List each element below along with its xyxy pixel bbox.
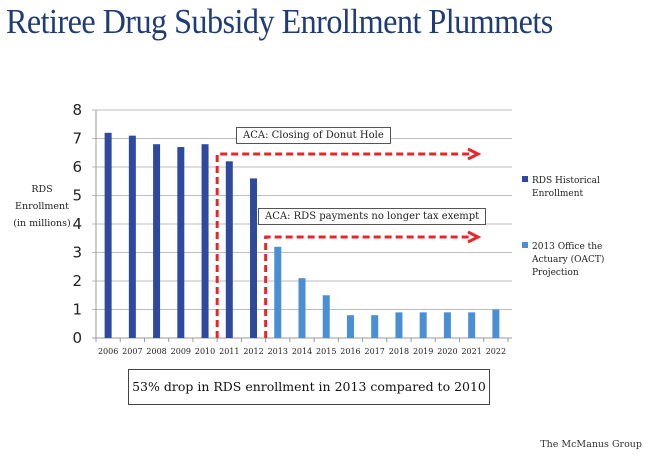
x-tick-label: 2007 xyxy=(122,347,142,356)
arrow-donut-hole-head xyxy=(467,147,482,161)
annotation-donut-hole: ACA: Closing of Donut Hole xyxy=(236,127,391,144)
bar-2014 xyxy=(298,278,306,338)
bar-2013 xyxy=(274,246,282,338)
bar-2022 xyxy=(492,309,500,338)
bar-2010 xyxy=(201,144,209,338)
legend-label-historical: RDS Historical Enrollment xyxy=(532,176,600,199)
x-tick-label: 2013 xyxy=(268,347,288,356)
y-tick-label: 6 xyxy=(72,158,82,176)
bar-2012 xyxy=(250,178,258,338)
y-axis-label: RDS Enrollment (in millions) xyxy=(4,181,80,232)
y-axis-label-line-1: RDS xyxy=(31,184,53,195)
legend-swatch-projection xyxy=(522,242,528,248)
legend-swatch-historical xyxy=(522,176,528,182)
y-tick-label: 0 xyxy=(72,329,82,347)
summary-callout: 53% drop in RDS enrollment in 2013 compa… xyxy=(128,369,490,405)
x-tick-label: 2022 xyxy=(486,347,506,356)
x-tick-label: 2017 xyxy=(365,347,385,356)
bar-2018 xyxy=(395,312,403,338)
annotation-arrows xyxy=(215,147,482,338)
x-tick-label: 2010 xyxy=(195,347,215,356)
legend-projection: 2013 Office the Actuary (OACT) Projectio… xyxy=(522,241,627,280)
bar-2019 xyxy=(419,312,427,338)
annotation-tax-exempt: ACA: RDS payments no longer tax exempt xyxy=(258,208,487,225)
x-tick-label: 2006 xyxy=(98,347,118,356)
bar-2020 xyxy=(443,312,451,338)
y-axis-label-line-3: (in millions) xyxy=(13,218,71,229)
y-axis-ticks: 0 1 2 3 4 5 6 7 8 xyxy=(72,101,82,347)
arrow-donut-hole-line xyxy=(215,152,470,338)
legend-label-projection: 2013 Office the Actuary (OACT) Projectio… xyxy=(532,242,605,278)
y-tick-label: 4 xyxy=(72,215,82,233)
y-tick-label: 5 xyxy=(72,187,82,205)
x-tick-label: 2021 xyxy=(461,347,481,356)
y-tick-label: 1 xyxy=(72,301,82,319)
arrow-tax-exempt-line xyxy=(264,235,470,338)
x-tick-label: 2020 xyxy=(437,347,457,356)
bar-2007 xyxy=(128,135,136,338)
y-tick-label: 8 xyxy=(72,101,82,119)
footer-credit: The McManus Group xyxy=(540,439,642,450)
bar-2021 xyxy=(468,312,476,338)
bar-2015 xyxy=(322,295,330,338)
bar-2011 xyxy=(225,161,233,338)
x-tick-label: 2012 xyxy=(243,347,263,356)
bar-2006 xyxy=(104,132,112,338)
y-axis-label-line-2: Enrollment xyxy=(15,201,69,212)
legend-historical: RDS Historical Enrollment xyxy=(522,175,632,201)
x-tick-label: 2019 xyxy=(413,347,433,356)
page-title: Retiree Drug Subsidy Enrollment Plummets xyxy=(6,2,553,41)
x-axis-ticks: 2006 2007 2008 2009 2010 2011 2012 2013 2014 2015… xyxy=(98,347,506,356)
x-tick-label: 2014 xyxy=(292,347,312,356)
bars xyxy=(104,132,500,338)
x-tick-label: 2018 xyxy=(389,347,409,356)
x-tick-label: 2008 xyxy=(146,347,166,356)
x-tick-label: 2011 xyxy=(219,347,239,356)
y-tick-label: 3 xyxy=(72,244,82,262)
arrow-tax-exempt-head xyxy=(467,230,482,244)
bar-2017 xyxy=(371,315,379,338)
bar-2009 xyxy=(177,147,185,338)
y-tick-label: 7 xyxy=(72,130,82,148)
bar-2016 xyxy=(346,315,354,338)
y-tick-label: 2 xyxy=(72,272,82,290)
bar-2008 xyxy=(153,144,161,338)
x-tick-label: 2009 xyxy=(171,347,191,356)
x-tick-label: 2016 xyxy=(340,347,360,356)
x-tick-label: 2015 xyxy=(316,347,336,356)
